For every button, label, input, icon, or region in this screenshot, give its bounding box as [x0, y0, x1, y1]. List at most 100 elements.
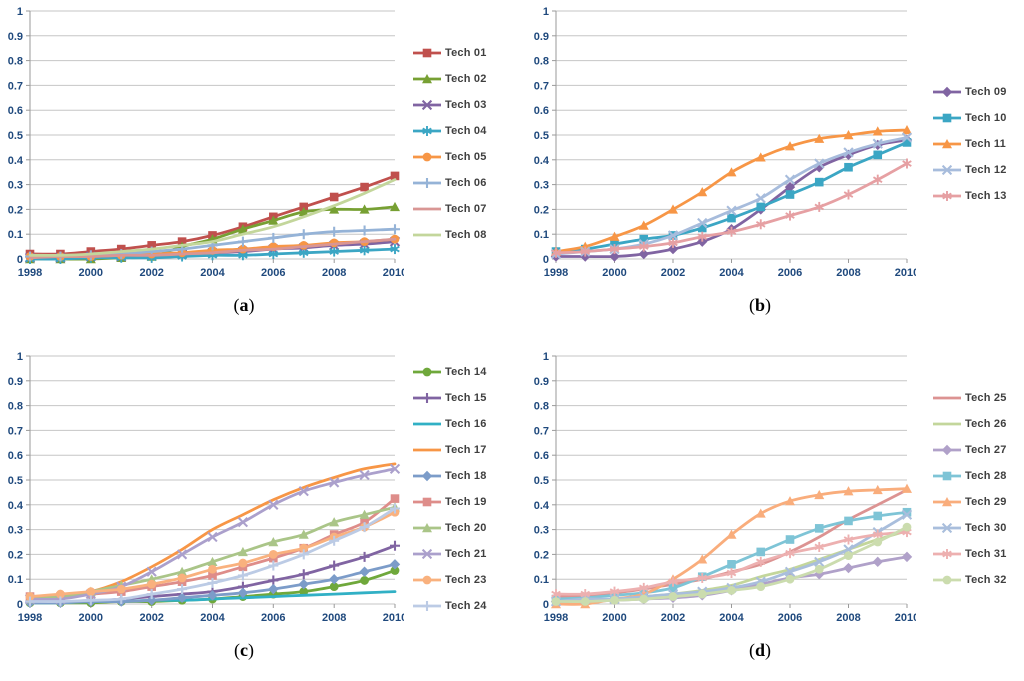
legend-tech-14-marker-icon [413, 367, 441, 377]
legend-item-tech-05: Tech 05 [412, 147, 487, 167]
legend-tech-24-marker-icon [413, 601, 441, 611]
legend-label: Tech 07 [445, 203, 487, 215]
legend-tech-06-marker-icon [413, 178, 441, 188]
legend-label: Tech 17 [445, 444, 487, 456]
legend-label: Tech 04 [445, 125, 487, 137]
legend-label: Tech 06 [445, 177, 487, 189]
series-tech-07 [28, 237, 397, 260]
legend-item-tech-03: Tech 03 [412, 95, 487, 115]
legend-item-tech-28: Tech 28 [932, 466, 1007, 486]
legend-item-tech-02: Tech 02 [412, 69, 487, 89]
svg-text:2006: 2006 [261, 612, 285, 624]
svg-text:2000: 2000 [602, 612, 626, 624]
legend-tech-28-marker-icon [933, 471, 961, 481]
svg-text:2006: 2006 [261, 267, 285, 279]
legend-tech-23-marker-icon [413, 575, 441, 585]
svg-text:0.7: 0.7 [8, 80, 23, 92]
svg-text:1: 1 [543, 351, 549, 363]
legend-tech-17-marker-icon [413, 448, 441, 452]
svg-text:0: 0 [17, 599, 23, 611]
svg-text:2010: 2010 [383, 612, 404, 624]
caption-letter-a: a [239, 295, 249, 315]
caption-letter-c: c [240, 640, 248, 660]
legend-tech-27-marker-icon [933, 444, 961, 456]
svg-text:2006: 2006 [778, 612, 802, 624]
legend-d: Tech 25 Tech 26 Tech 27 Tech 28 Tech 29 Tech … [932, 388, 1007, 590]
svg-text:0.6: 0.6 [8, 450, 23, 462]
svg-text:0.6: 0.6 [534, 450, 549, 462]
panel-d: 1 0.9 0.8 0.7 0.6 0.5 0.4 0.3 0.2 0.1 0 1998 2000 200… [512, 341, 1024, 681]
panel-b-chart-row: 1 0.9 0.8 0.7 0.6 0.5 0.4 0.3 0.2 0.1 0 1998 2000 200… [528, 3, 1024, 285]
legend-label: Tech 23 [445, 574, 487, 586]
svg-text:0.5: 0.5 [534, 475, 549, 487]
svg-text:2002: 2002 [139, 267, 163, 279]
svg-text:0.9: 0.9 [8, 376, 23, 388]
legend-item-tech-32: Tech 32 [932, 570, 1007, 590]
legend-tech-31-marker-icon [933, 549, 961, 559]
svg-text:2002: 2002 [661, 612, 685, 624]
svg-text:2008: 2008 [322, 267, 346, 279]
legend-tech-19-marker-icon [413, 497, 441, 507]
caption-a: (a) [233, 295, 255, 315]
legend-tech-10-marker-icon [933, 113, 961, 123]
legend-item-tech-18: Tech 18 [412, 466, 487, 486]
legend-label: Tech 29 [965, 496, 1007, 508]
panel-d-chart-row: 1 0.9 0.8 0.7 0.6 0.5 0.4 0.3 0.2 0.1 0 1998 2000 200… [528, 348, 1024, 630]
legend-tech-11-marker-icon [933, 139, 961, 149]
svg-text:0.9: 0.9 [534, 376, 549, 388]
legend-tech-32-marker-icon [933, 575, 961, 585]
svg-text:0.2: 0.2 [8, 204, 23, 216]
svg-text:0.6: 0.6 [534, 105, 549, 117]
legend-tech-26-marker-icon [933, 422, 961, 426]
plot-series [550, 125, 913, 262]
svg-text:1: 1 [543, 6, 549, 18]
legend-item-tech-13: Tech 13 [932, 186, 1007, 206]
svg-text:0: 0 [17, 254, 23, 266]
svg-text:1: 1 [17, 351, 23, 363]
svg-text:0.1: 0.1 [534, 229, 549, 241]
panel-a-chart-row: 1 0.9 0.8 0.7 0.6 0.5 0.4 0.3 0.2 0.1 0 1998 2000 200… [2, 3, 512, 285]
series-tech-25 [554, 488, 909, 598]
svg-text:0.2: 0.2 [534, 549, 549, 561]
markers-tech-32 [551, 522, 912, 606]
svg-text:0.8: 0.8 [534, 56, 549, 68]
legend-tech-09-marker-icon [933, 86, 961, 98]
legend-item-tech-15: Tech 15 [412, 388, 487, 408]
legend-item-tech-12: Tech 12 [932, 160, 1007, 180]
svg-text:0.5: 0.5 [8, 130, 23, 142]
plot-series [550, 483, 913, 609]
svg-text:0.8: 0.8 [8, 401, 23, 413]
y-axis-labels: 1 0.9 0.8 0.7 0.6 0.5 0.4 0.3 0.2 0.1 0 [8, 351, 24, 611]
svg-text:0.4: 0.4 [534, 500, 550, 512]
legend-item-tech-06: Tech 06 [412, 173, 487, 193]
legend-label: Tech 01 [445, 47, 487, 59]
legend-label: Tech 26 [965, 418, 1007, 430]
legend-item-tech-21: Tech 21 [412, 544, 487, 564]
markers-tech-10 [551, 138, 912, 256]
legend-tech-18-marker-icon [413, 470, 441, 482]
svg-text:2002: 2002 [661, 267, 685, 279]
legend-label: Tech 14 [445, 366, 487, 378]
legend-label: Tech 05 [445, 151, 487, 163]
y-axis-labels: 1 0.9 0.8 0.7 0.6 0.5 0.4 0.3 0.2 0.1 0 [534, 351, 550, 611]
legend-item-tech-14: Tech 14 [412, 362, 487, 382]
svg-text:0.4: 0.4 [8, 155, 24, 167]
markers-tech-13 [551, 158, 912, 258]
legend-tech-12-marker-icon [933, 164, 961, 176]
svg-text:1998: 1998 [18, 267, 42, 279]
legend-item-tech-08: Tech 08 [412, 225, 487, 245]
svg-text:0.3: 0.3 [534, 525, 549, 537]
svg-text:1998: 1998 [18, 612, 42, 624]
svg-text:2004: 2004 [719, 267, 744, 279]
svg-text:2010: 2010 [383, 267, 404, 279]
legend-label: Tech 31 [965, 548, 1007, 560]
legend-label: Tech 10 [965, 112, 1007, 124]
legend-item-tech-31: Tech 31 [932, 544, 1007, 564]
legend-label: Tech 28 [965, 470, 1007, 482]
gridlines [30, 10, 395, 260]
series-tech-08 [28, 178, 397, 257]
x-axis-labels: 1998 2000 2002 2004 2006 2008 2010 [18, 612, 404, 624]
